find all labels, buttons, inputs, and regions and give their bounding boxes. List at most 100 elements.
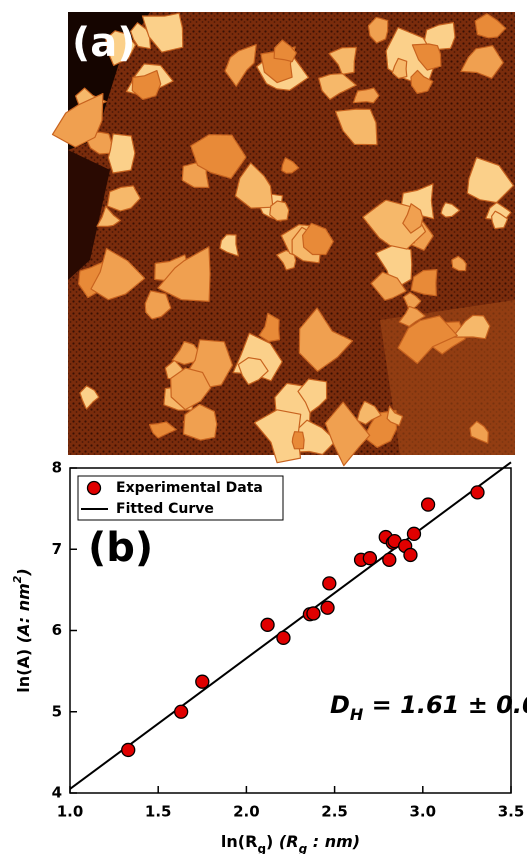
x-label-part: (R	[279, 832, 299, 851]
data-point	[322, 576, 337, 591]
fit-line	[69, 461, 512, 790]
island	[170, 367, 212, 411]
data-point	[195, 674, 210, 689]
island	[386, 405, 404, 427]
island	[397, 315, 458, 365]
island	[171, 340, 201, 365]
afm-image: (a)	[51, 12, 515, 467]
island	[182, 403, 218, 441]
legend-marker	[86, 480, 102, 496]
legend-label: Experimental Data	[116, 480, 263, 496]
data-point	[403, 547, 418, 563]
island	[375, 244, 413, 291]
x-label-part: : nm)	[307, 832, 360, 851]
y-tick-label: 5	[52, 702, 62, 720]
island	[356, 400, 382, 425]
data-point	[362, 551, 378, 566]
annotation-part: H	[350, 705, 364, 724]
annotation-part: D	[330, 691, 350, 719]
island	[219, 234, 239, 257]
data-point	[121, 742, 136, 758]
island	[491, 210, 509, 230]
island	[411, 43, 442, 71]
annotation: DH = 1.61 ± 0.06	[330, 691, 527, 724]
plot-frame	[69, 467, 512, 794]
y-label-part: 2	[11, 575, 24, 583]
x-label-part: g	[299, 842, 308, 855]
island	[157, 246, 211, 302]
y-label-part: ln(A)	[14, 643, 33, 692]
island	[402, 291, 422, 312]
island	[253, 409, 302, 464]
dark-region	[68, 150, 110, 280]
island	[402, 203, 424, 234]
island	[466, 156, 515, 204]
island	[352, 87, 380, 104]
x-tick-label: 1.5	[145, 803, 172, 821]
data-point	[320, 600, 335, 615]
island	[474, 13, 507, 39]
island	[234, 162, 274, 209]
x-tick-label: 3.0	[410, 803, 437, 821]
island	[391, 57, 408, 79]
x-tick-label: 3.5	[498, 803, 525, 821]
island	[269, 200, 290, 222]
island	[224, 44, 257, 87]
island	[451, 255, 467, 272]
island	[422, 21, 456, 50]
x-label-part: g	[257, 842, 266, 855]
island	[131, 70, 162, 100]
island	[410, 69, 434, 94]
island	[106, 185, 141, 212]
legend-box	[77, 475, 284, 521]
x-tick-label: 1.0	[57, 803, 84, 821]
island	[237, 357, 269, 386]
data-point	[306, 606, 321, 621]
island	[297, 378, 328, 414]
y-tick-label: 7	[52, 540, 62, 558]
island	[90, 247, 146, 301]
island	[130, 22, 152, 50]
x-label-part: ln(R	[221, 832, 258, 851]
data-point	[470, 485, 485, 500]
panel-label: (b)	[88, 525, 153, 571]
x-tick-label: 2.5	[321, 803, 348, 821]
y-axis-label: ln(A) (A: nm2)	[11, 568, 33, 692]
island	[398, 305, 426, 327]
island	[334, 108, 378, 146]
x-tick-label: 2.0	[233, 803, 260, 821]
legend-label: Fitted Curve	[116, 501, 214, 517]
island	[273, 39, 297, 63]
data-point	[406, 526, 422, 541]
island	[96, 205, 121, 227]
x-label-part: )	[266, 832, 279, 851]
x-axis-label: ln(Rg) (Rg : nm)	[221, 832, 360, 855]
island	[460, 45, 504, 79]
island	[190, 134, 247, 179]
y-tick-label: 4	[52, 784, 62, 802]
island	[298, 307, 354, 372]
island	[367, 16, 389, 44]
island	[144, 290, 172, 320]
island	[291, 431, 305, 450]
island	[440, 202, 461, 218]
island	[452, 314, 491, 340]
panel-label: (a)	[72, 20, 136, 66]
island	[258, 312, 281, 343]
island	[79, 385, 100, 410]
data-point	[420, 497, 436, 512]
island	[469, 420, 489, 444]
data-point	[382, 552, 397, 567]
island	[141, 12, 184, 53]
y-label-part: )	[14, 568, 33, 576]
island	[105, 30, 137, 67]
island	[51, 93, 104, 148]
island	[318, 73, 357, 101]
island	[410, 269, 438, 297]
island	[370, 271, 407, 301]
island	[328, 46, 357, 75]
data-point	[276, 630, 291, 645]
data-point	[173, 704, 189, 719]
